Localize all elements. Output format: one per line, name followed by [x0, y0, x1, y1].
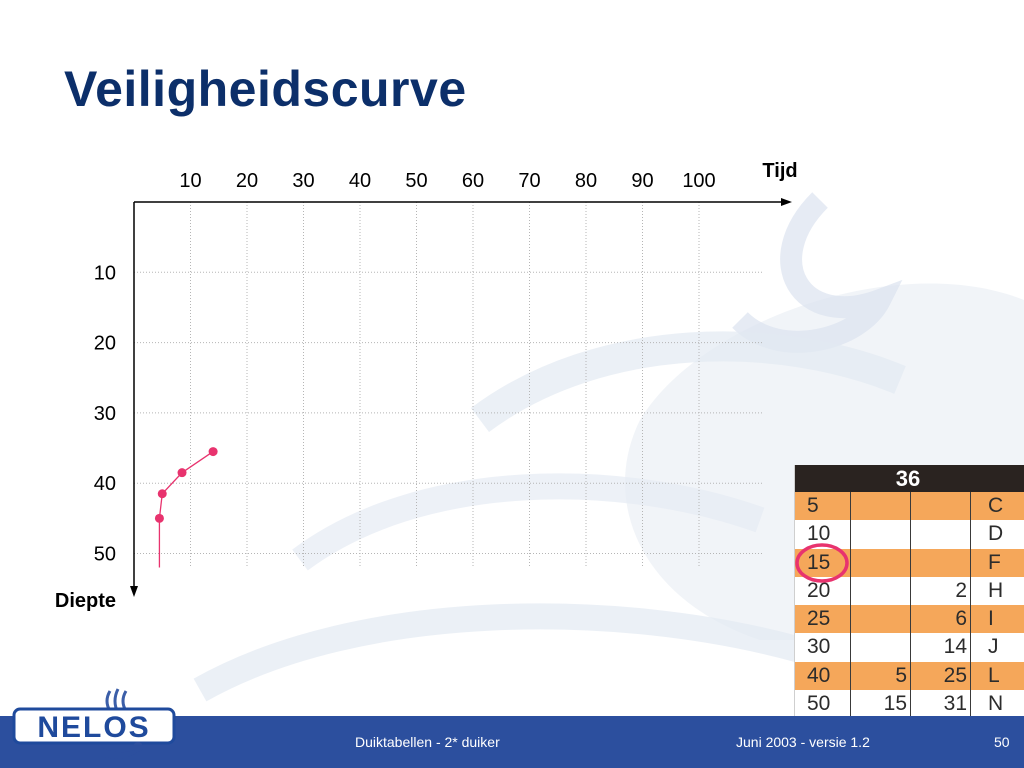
curve-point: [154, 513, 164, 523]
x-tick-label: 20: [236, 170, 258, 192]
table-cell: H: [988, 578, 1004, 602]
y-tick-label: 40: [94, 473, 116, 495]
x-tick-label: 60: [462, 170, 484, 192]
table-cell: 6: [955, 607, 967, 630]
x-tick-label: 40: [349, 170, 371, 192]
table-cell: 14: [943, 635, 967, 659]
y-tick-label: 50: [94, 544, 116, 566]
y-axis-arrow: [130, 586, 138, 597]
x-tick-label: 70: [518, 170, 540, 192]
footer-title: Duiktabellen - 2* duiker: [355, 734, 500, 750]
page-number: 50: [994, 734, 1010, 750]
table-cell: N: [988, 691, 1004, 715]
table-cell: I: [988, 607, 994, 630]
x-tick-label: 90: [631, 170, 653, 192]
x-tick-label: 80: [575, 170, 597, 192]
x-axis-arrow: [781, 198, 792, 206]
curve-point: [177, 468, 187, 478]
table-cell: 5: [807, 494, 819, 517]
table-row: 10 D: [795, 520, 1024, 549]
table-cell: 25: [943, 663, 967, 687]
chart-series: [154, 447, 218, 568]
x-axis-label: Tijd: [762, 160, 797, 182]
y-tick-label: 30: [94, 403, 116, 425]
curve-point: [157, 489, 167, 499]
table-cell: 10: [807, 522, 831, 546]
x-tick-label: 100: [682, 170, 715, 192]
chart-tick-labels: 10 20 30 40 50 60 70 80 90 100 10 20 30 40 50: [94, 170, 716, 566]
dive-table-header: 36: [795, 465, 1024, 492]
table-cell: 20: [807, 578, 831, 602]
svg-text:NELOS: NELOS: [37, 711, 150, 744]
table-divider: [970, 492, 971, 718]
curve-point: [208, 447, 218, 457]
table-row: 50 15 31 N: [795, 689, 1024, 718]
table-row: 25 6 I: [795, 605, 1024, 634]
x-tick-label: 30: [292, 170, 314, 192]
footer-version: Juni 2003 - versie 1.2: [736, 734, 870, 750]
table-cell: 31: [943, 691, 967, 715]
slide-title: Veiligheidscurve: [64, 61, 467, 117]
chart-axes: [130, 198, 792, 597]
nelos-logo: NELOS: [12, 688, 176, 759]
y-tick-label: 10: [94, 262, 116, 284]
table-cell: D: [988, 522, 1004, 546]
table-cell: F: [988, 550, 1001, 574]
table-cell: L: [988, 663, 1000, 687]
y-tick-label: 20: [94, 333, 116, 355]
table-cell: 25: [807, 607, 831, 630]
table-cell: 30: [807, 635, 831, 659]
y-axis-label: Diepte: [55, 590, 116, 612]
table-cell: 5: [895, 663, 907, 687]
table-cell: 40: [807, 663, 831, 687]
highlight-circle: [795, 543, 849, 583]
chart-grid: [134, 202, 764, 568]
x-tick-label: 50: [405, 170, 427, 192]
dive-table: 36 5 C 10 D 15 F 20 2 H 25 6 I 30 14 J 40 5 25 L 50 15 31 N: [794, 465, 1024, 718]
table-row: 40 5 25 L: [795, 661, 1024, 690]
table-divider: [910, 492, 911, 718]
safety-curve-line: [158, 451, 214, 568]
table-cell: 15: [883, 691, 907, 715]
dive-table-header-depth: 36: [895, 466, 921, 491]
table-cell: J: [988, 635, 999, 659]
table-row: 30 14 J: [795, 633, 1024, 662]
table-cell: 2: [955, 578, 967, 602]
table-row: 20 2 H: [795, 576, 1024, 605]
table-cell: 50: [807, 691, 831, 715]
table-cell: C: [988, 494, 1004, 517]
table-row: 15 F: [795, 548, 1024, 577]
table-divider: [850, 492, 851, 718]
table-cell: 15: [807, 550, 831, 574]
x-tick-label: 10: [179, 170, 201, 192]
